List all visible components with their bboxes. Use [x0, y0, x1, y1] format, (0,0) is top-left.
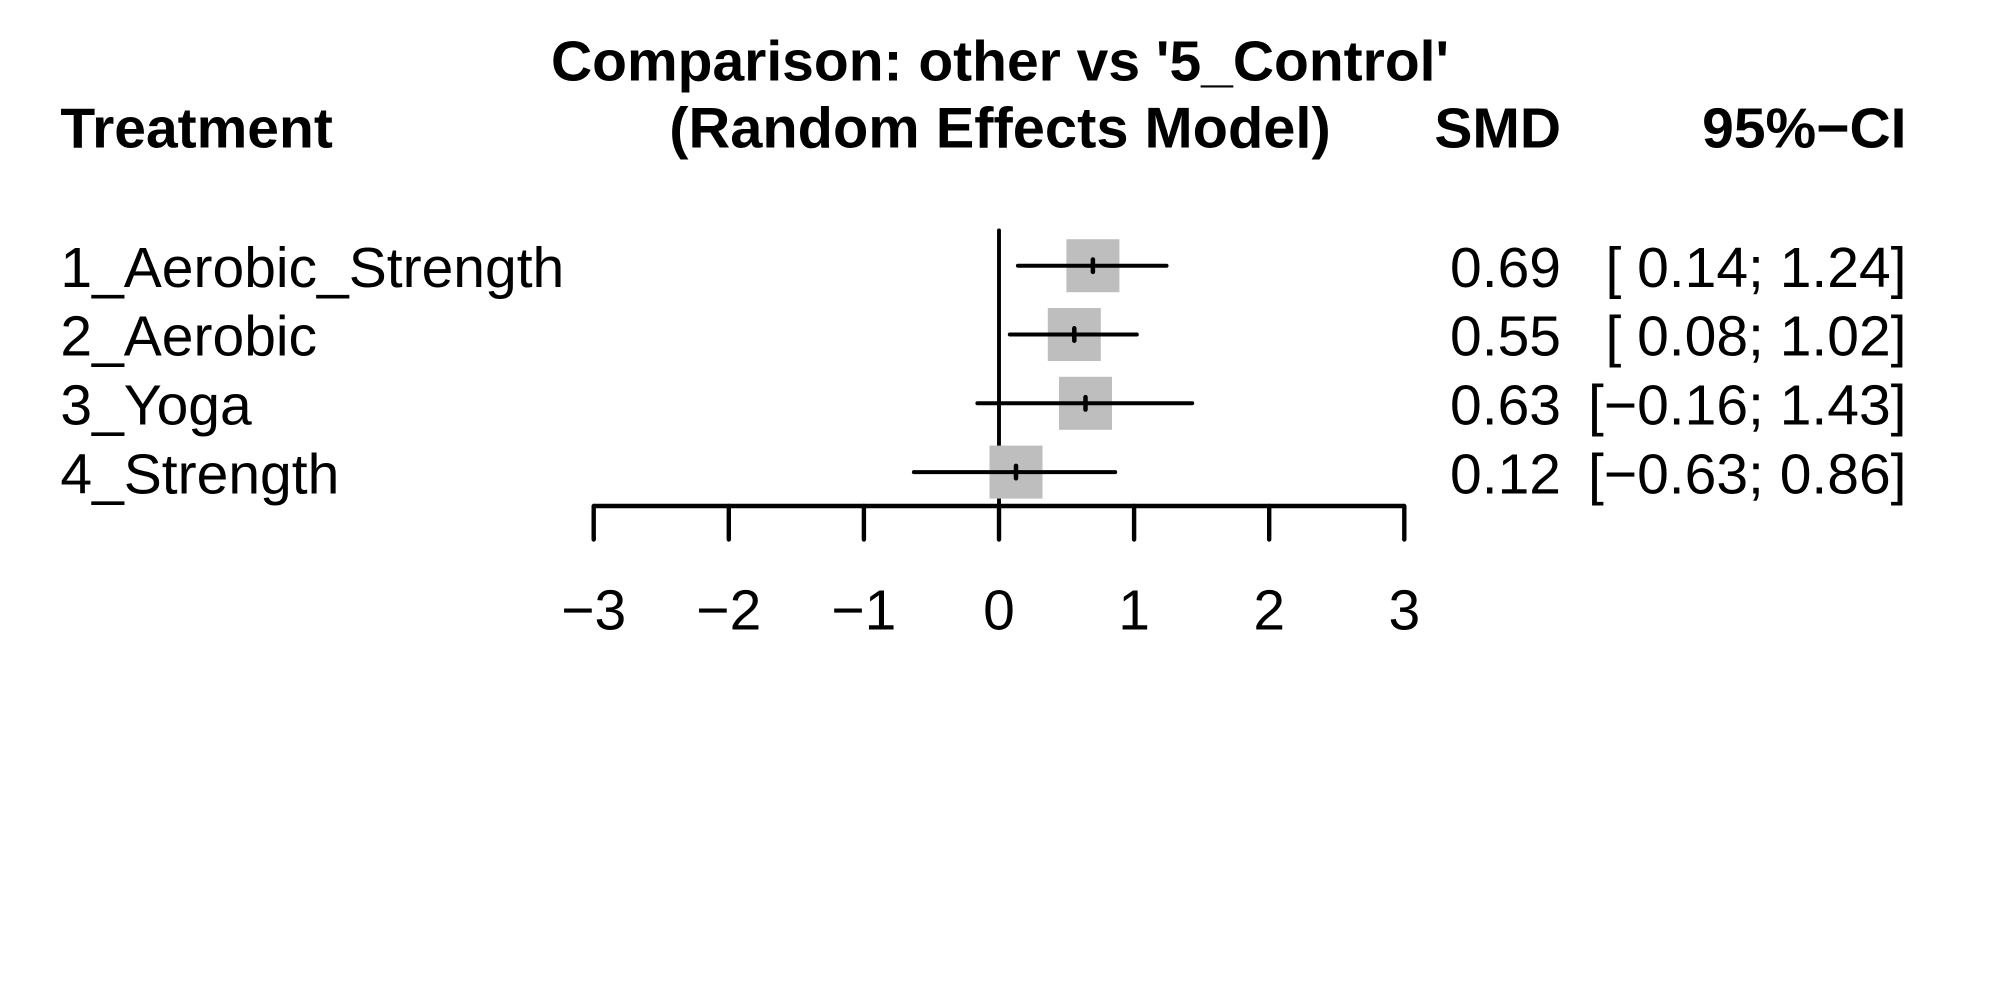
svg-text:−1: −1	[831, 579, 896, 643]
svg-text:95%−CI: 95%−CI	[1702, 97, 1906, 161]
svg-text:−2: −2	[696, 579, 761, 643]
svg-text:1_Aerobic_Strength: 1_Aerobic_Strength	[60, 236, 564, 300]
svg-text:0.55: 0.55	[1450, 305, 1561, 369]
svg-text:1: 1	[1118, 579, 1150, 643]
svg-text:2: 2	[1253, 579, 1285, 643]
svg-text:Comparison: other vs '5_Contro: Comparison: other vs '5_Control'	[551, 30, 1449, 94]
svg-text:2_Aerobic: 2_Aerobic	[60, 305, 317, 369]
svg-text:[−0.16; 1.43]: [−0.16; 1.43]	[1588, 374, 1907, 438]
svg-text:0.63: 0.63	[1450, 374, 1561, 438]
svg-text:SMD: SMD	[1434, 97, 1561, 161]
svg-text:4_Strength: 4_Strength	[60, 442, 339, 506]
svg-text:[−0.63; 0.86]: [−0.63; 0.86]	[1588, 442, 1907, 506]
svg-text:−3: −3	[561, 579, 626, 643]
svg-text:0.12: 0.12	[1450, 442, 1561, 506]
svg-text:0: 0	[983, 579, 1015, 643]
svg-text:Treatment: Treatment	[60, 97, 332, 161]
svg-text:(Random Effects Model): (Random Effects Model)	[669, 97, 1330, 161]
svg-text:3: 3	[1388, 579, 1420, 643]
svg-text:3_Yoga: 3_Yoga	[60, 374, 252, 438]
svg-text:[ 0.14; 1.24]: [ 0.14; 1.24]	[1605, 236, 1906, 300]
svg-text:[ 0.08; 1.02]: [ 0.08; 1.02]	[1605, 305, 1906, 369]
svg-text:0.69: 0.69	[1450, 236, 1561, 300]
